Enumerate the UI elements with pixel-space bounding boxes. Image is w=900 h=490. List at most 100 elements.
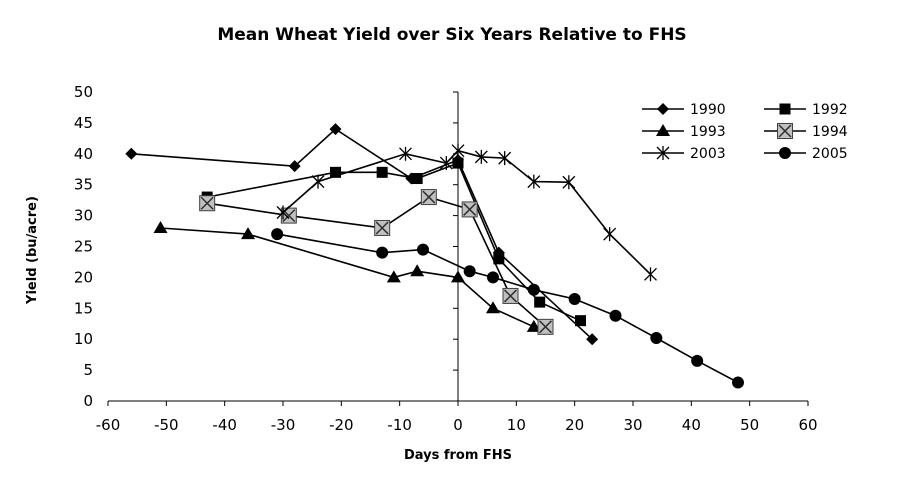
legend-label: 1993 [690, 124, 726, 140]
x-tick-label: 40 [682, 416, 701, 434]
data-point-1992 [411, 173, 423, 185]
y-tick-label: 30 [74, 207, 93, 225]
data-point-1994 [420, 189, 437, 206]
x-tick-label: 10 [507, 416, 526, 434]
data-point-1993 [241, 227, 255, 240]
legend-item-2003: 2003 [642, 146, 726, 162]
data-point-1993 [386, 270, 401, 283]
y-axis-title: Yield (bu/acre) [25, 196, 40, 305]
x-tick-label: 20 [565, 416, 584, 434]
series-1992 [201, 157, 586, 327]
data-point-2003 [474, 149, 488, 164]
series-layer [125, 123, 744, 389]
legend-marker-2003 [656, 146, 670, 160]
data-point-2005 [417, 243, 429, 256]
data-point-2003 [451, 143, 465, 158]
legend-label: 1992 [812, 102, 848, 118]
data-point-1993 [486, 301, 500, 314]
data-point-2005 [487, 271, 499, 284]
data-point-1990 [288, 160, 301, 173]
data-point-2005 [732, 376, 744, 389]
y-tick-label: 40 [74, 145, 93, 163]
data-point-1990 [125, 147, 138, 160]
legend-label: 2005 [812, 146, 848, 162]
data-point-1992 [452, 157, 464, 169]
y-tick-label: 20 [74, 268, 93, 286]
legend-label: 1990 [690, 102, 726, 118]
x-tick-label: -40 [212, 416, 237, 434]
series-2003 [276, 143, 657, 282]
data-point-1992 [330, 166, 341, 178]
legend-marker-2005 [779, 147, 791, 159]
series-line-2005 [277, 233, 739, 384]
data-point-2003 [603, 227, 617, 242]
x-tick-label: 60 [798, 416, 817, 434]
data-point-2003 [311, 174, 325, 189]
data-point-1993 [526, 319, 541, 332]
data-point-2003 [562, 175, 576, 190]
y-tick-label: 5 [83, 361, 93, 379]
data-point-2005 [527, 283, 540, 296]
legend-item-2005: 2005 [764, 146, 848, 162]
legend-item-1990: 1990 [642, 102, 726, 118]
data-point-1994 [461, 201, 478, 218]
x-tick-label: 0 [453, 416, 463, 434]
legend-marker-1994 [777, 123, 793, 139]
data-point-2005 [650, 331, 663, 344]
legend-marker-1992 [779, 103, 791, 115]
legend-item-1993: 1993 [642, 124, 726, 140]
data-point-2005 [609, 309, 622, 322]
series-1994 [199, 189, 554, 335]
data-point-1990 [329, 123, 342, 136]
x-tick-label: -60 [96, 416, 121, 434]
y-tick-label: 0 [83, 392, 93, 410]
data-point-2005 [691, 354, 704, 367]
y-tick-label: 45 [74, 114, 93, 132]
data-point-1993 [410, 264, 425, 277]
legend-item-1992: 1992 [764, 102, 848, 118]
x-tick-label: -10 [387, 416, 412, 434]
data-point-1994 [537, 318, 554, 335]
data-point-2005 [568, 293, 581, 306]
legend: 1990 1992 1993 1994 2003 2005 [642, 102, 848, 162]
data-point-2005 [271, 228, 284, 241]
data-point-1994 [199, 195, 216, 212]
y-tick-label: 50 [74, 83, 93, 101]
x-tick-label: -30 [271, 416, 296, 434]
legend-item-1994: 1994 [764, 123, 848, 140]
series-line-1993 [160, 227, 535, 328]
data-point-1994 [502, 287, 519, 304]
series-1993 [153, 220, 541, 332]
axes: -60 -50 -40 -30 -20 -10 0 10 20 30 40 50 60 0 5 10 15 20 2… [74, 83, 818, 434]
legend-label: 2003 [690, 146, 726, 162]
data-point-1994 [374, 219, 391, 236]
x-tick-label: -20 [329, 416, 354, 434]
y-tick-label: 25 [74, 238, 93, 256]
data-point-1992 [534, 296, 546, 308]
chart-title: Mean Wheat Yield over Six Years Relative… [217, 25, 686, 45]
data-point-2005 [463, 265, 476, 278]
data-point-2003 [527, 174, 541, 189]
data-point-2005 [376, 246, 389, 259]
series-1990 [125, 123, 599, 346]
data-point-1990 [586, 333, 599, 346]
data-point-1993 [153, 220, 168, 233]
x-tick-label: 50 [740, 416, 759, 434]
x-axis-title: Days from FHS [404, 448, 512, 463]
y-tick-label: 15 [74, 299, 93, 317]
x-tick-label: 30 [623, 416, 642, 434]
series-line-1992 [207, 162, 581, 322]
y-tick-label: 35 [74, 176, 93, 194]
data-point-2003 [644, 267, 657, 282]
legend-marker-1993 [656, 124, 670, 136]
data-point-2003 [439, 156, 453, 171]
data-point-2003 [498, 151, 512, 166]
series-2005 [271, 228, 744, 389]
data-point-1992 [575, 315, 586, 327]
x-tick-label: -50 [154, 416, 179, 434]
legend-marker-1990 [657, 103, 669, 115]
data-point-1992 [376, 166, 388, 178]
y-tick-label: 10 [74, 330, 93, 348]
data-point-2003 [276, 205, 290, 220]
